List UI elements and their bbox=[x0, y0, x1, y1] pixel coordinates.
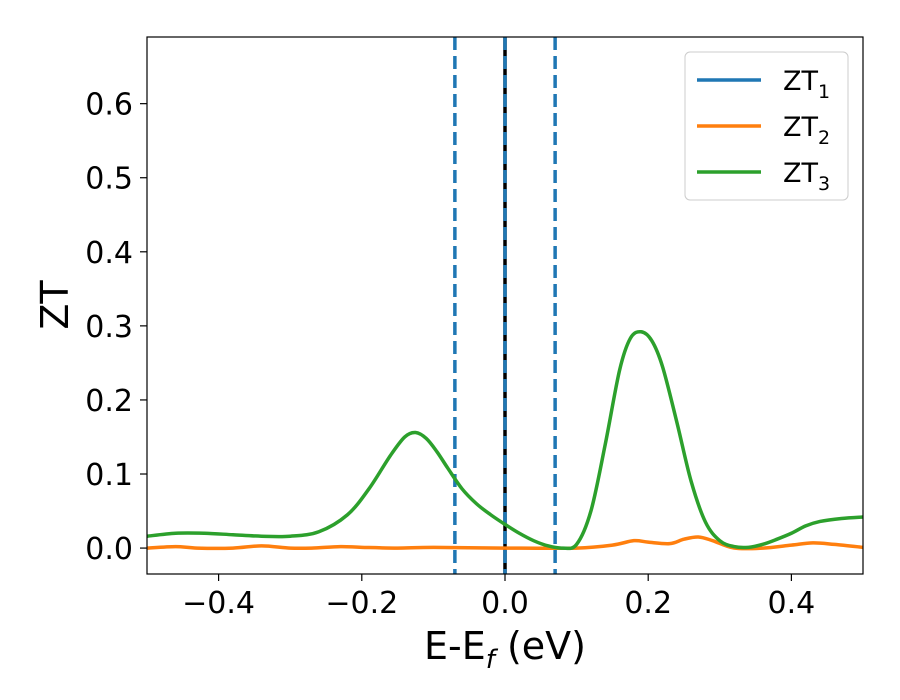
x-tick-label: 0.4 bbox=[768, 586, 816, 621]
legend-label-2: ZT2 bbox=[783, 112, 830, 149]
x-tick-label: −0.4 bbox=[182, 586, 255, 621]
legend-label-3: ZT3 bbox=[783, 158, 830, 195]
series-line-2 bbox=[147, 535, 863, 551]
y-tick-label: 0.1 bbox=[85, 458, 133, 493]
y-tick-label: 0.4 bbox=[85, 236, 133, 271]
y-tick-label: 0.2 bbox=[85, 384, 133, 419]
legend: ZT1 ZT2 ZT3 bbox=[684, 51, 849, 201]
vertical-reference-lines bbox=[453, 37, 557, 574]
x-axis-ticks: −0.4 −0.2 0.0 0.2 0.4 bbox=[182, 574, 815, 621]
series-lines bbox=[147, 329, 863, 551]
y-axis-label: ZT bbox=[33, 280, 77, 330]
y-tick-label: 0.0 bbox=[85, 532, 133, 567]
x-axis-label: E-Ef (eV) bbox=[424, 624, 586, 675]
legend-box bbox=[684, 51, 849, 201]
y-tick-label: 0.5 bbox=[85, 162, 133, 197]
y-tick-label: 0.6 bbox=[85, 88, 133, 123]
y-tick-label: 0.3 bbox=[85, 310, 133, 345]
x-tick-label: −0.2 bbox=[325, 586, 398, 621]
legend-label-1: ZT1 bbox=[783, 66, 830, 103]
x-tick-label: 0.2 bbox=[624, 586, 672, 621]
y-axis-ticks: 0.0 0.1 0.2 0.3 0.4 0.5 0.6 bbox=[85, 88, 147, 567]
x-tick-label: 0.0 bbox=[481, 586, 529, 621]
series-line-3 bbox=[147, 329, 863, 551]
